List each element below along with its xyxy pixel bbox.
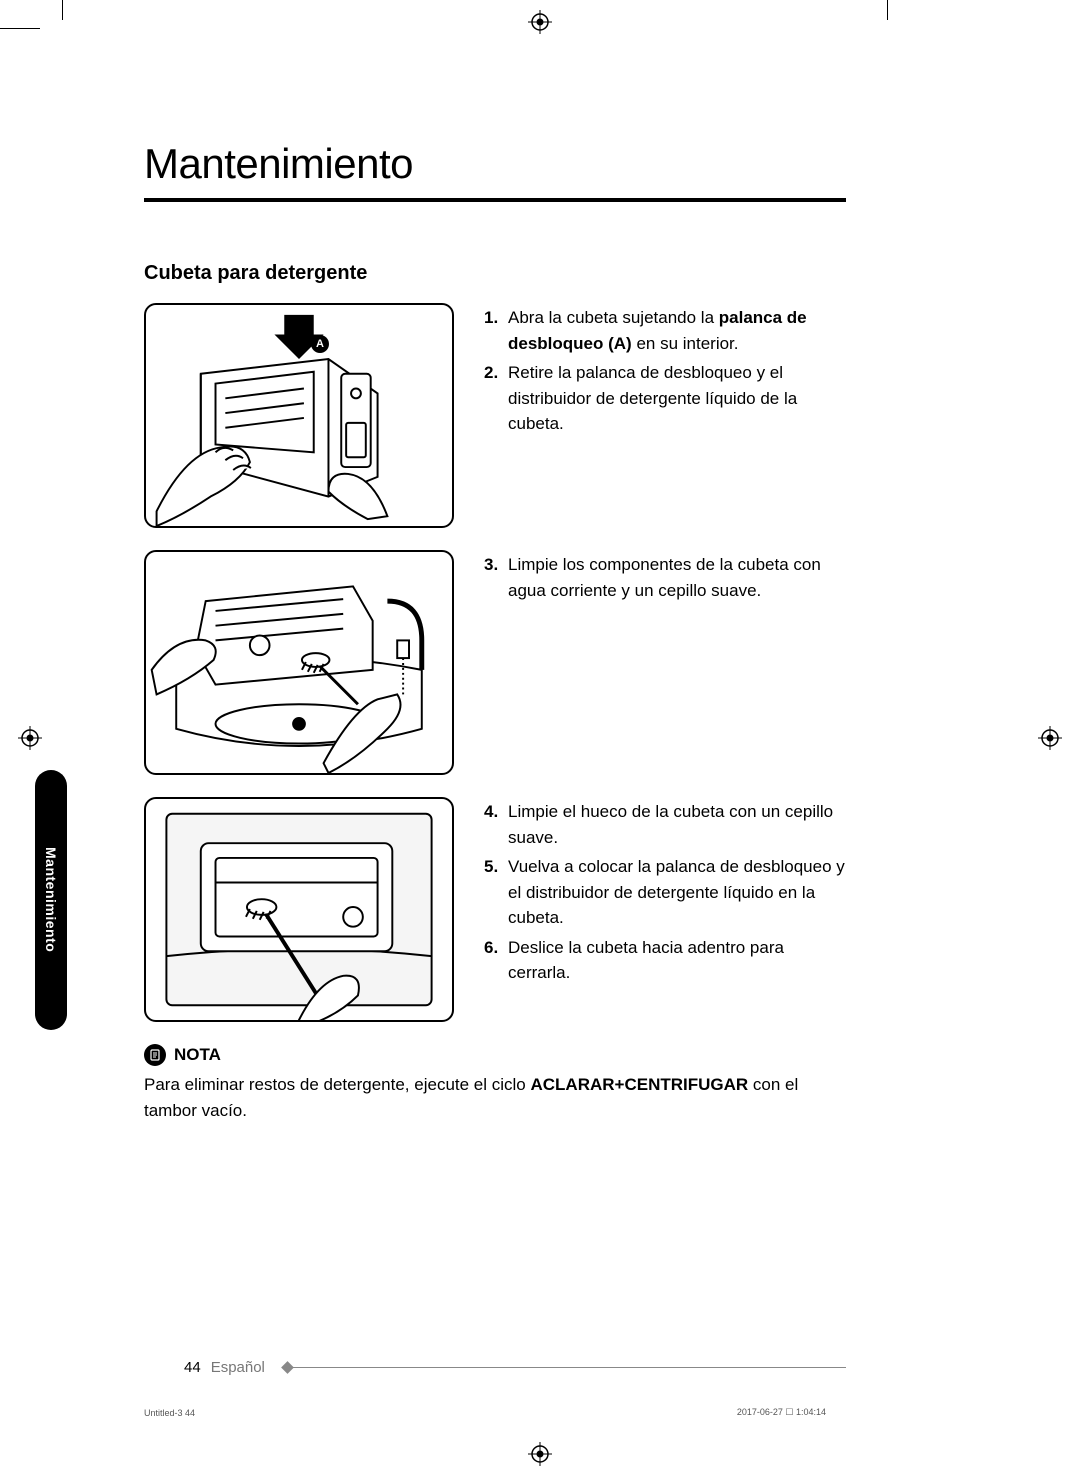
print-meta-right: 2017-06-27 ☐ 1:04:14 (737, 1407, 826, 1418)
page-frame: Mantenimiento Cubeta para detergente A (64, 30, 886, 1446)
print-meta-left: Untitled-3 44 (144, 1408, 195, 1418)
crop-mark (0, 28, 40, 29)
note-icon (144, 1044, 166, 1066)
crop-mark (887, 0, 888, 20)
note-text-pre: Para eliminar restos de detergente, ejec… (144, 1075, 530, 1094)
section-tab: Mantenimiento (35, 770, 67, 1030)
figure-wash-parts (144, 550, 454, 775)
steps-block-1: 1.Abra la cubeta sujetando la palanca de… (484, 303, 846, 528)
steps-block-2: 3.Limpie los componentes de la cubeta co… (484, 550, 846, 775)
instruction-row: 3.Limpie los componentes de la cubeta co… (144, 550, 846, 775)
registration-mark-icon (18, 726, 42, 750)
steps-block-3: 4.Limpie el hueco de la cubeta con un ce… (484, 797, 846, 1022)
step-number: 3. (484, 552, 508, 603)
figure-drawer-open: A (144, 303, 454, 528)
figure-clean-recess (144, 797, 454, 1022)
step-item: 1.Abra la cubeta sujetando la palanca de… (484, 305, 846, 356)
step-item: 6.Deslice la cubeta hacia adentro para c… (484, 935, 846, 986)
note-text: Para eliminar restos de detergente, ejec… (144, 1072, 846, 1123)
crop-mark (62, 0, 63, 20)
section-tab-label: Mantenimiento (43, 847, 59, 952)
step-item: 2.Retire la palanca de desbloqueo y el d… (484, 360, 846, 437)
step-text: Deslice la cubeta hacia adentro para cer… (508, 935, 846, 986)
footer-rule (283, 1367, 846, 1368)
step-number: 5. (484, 854, 508, 931)
step-text: Retire la palanca de desbloqueo y el dis… (508, 360, 846, 437)
step-item: 5.Vuelva a colocar la palanca de desbloq… (484, 854, 846, 931)
page-footer: 44 Español (184, 1359, 846, 1376)
instruction-row: A (144, 303, 846, 528)
step-number: 1. (484, 305, 508, 356)
step-text: Limpie los componentes de la cubeta con … (508, 552, 846, 603)
registration-mark-icon (1038, 726, 1062, 750)
step-number: 6. (484, 935, 508, 986)
page-language: Español (211, 1359, 265, 1376)
title-rule (144, 198, 846, 202)
step-item: 4.Limpie el hueco de la cubeta con un ce… (484, 799, 846, 850)
step-text: Limpie el hueco de la cubeta con un cepi… (508, 799, 846, 850)
page-title: Mantenimiento (144, 140, 846, 188)
instruction-row: 4.Limpie el hueco de la cubeta con un ce… (144, 797, 846, 1022)
step-text: Abra la cubeta sujetando la palanca de d… (508, 305, 846, 356)
note-label: NOTA (174, 1045, 221, 1065)
note-block: NOTA Para eliminar restos de detergente,… (144, 1044, 846, 1123)
step-number: 4. (484, 799, 508, 850)
section-heading: Cubeta para detergente (144, 262, 846, 285)
step-number: 2. (484, 360, 508, 437)
step-item: 3.Limpie los componentes de la cubeta co… (484, 552, 846, 603)
note-text-bold: ACLARAR+CENTRIFUGAR (530, 1075, 748, 1094)
step-text: Vuelva a colocar la palanca de desbloque… (508, 854, 846, 931)
figure-label-a: A (311, 335, 329, 353)
page-number: 44 (184, 1359, 201, 1376)
